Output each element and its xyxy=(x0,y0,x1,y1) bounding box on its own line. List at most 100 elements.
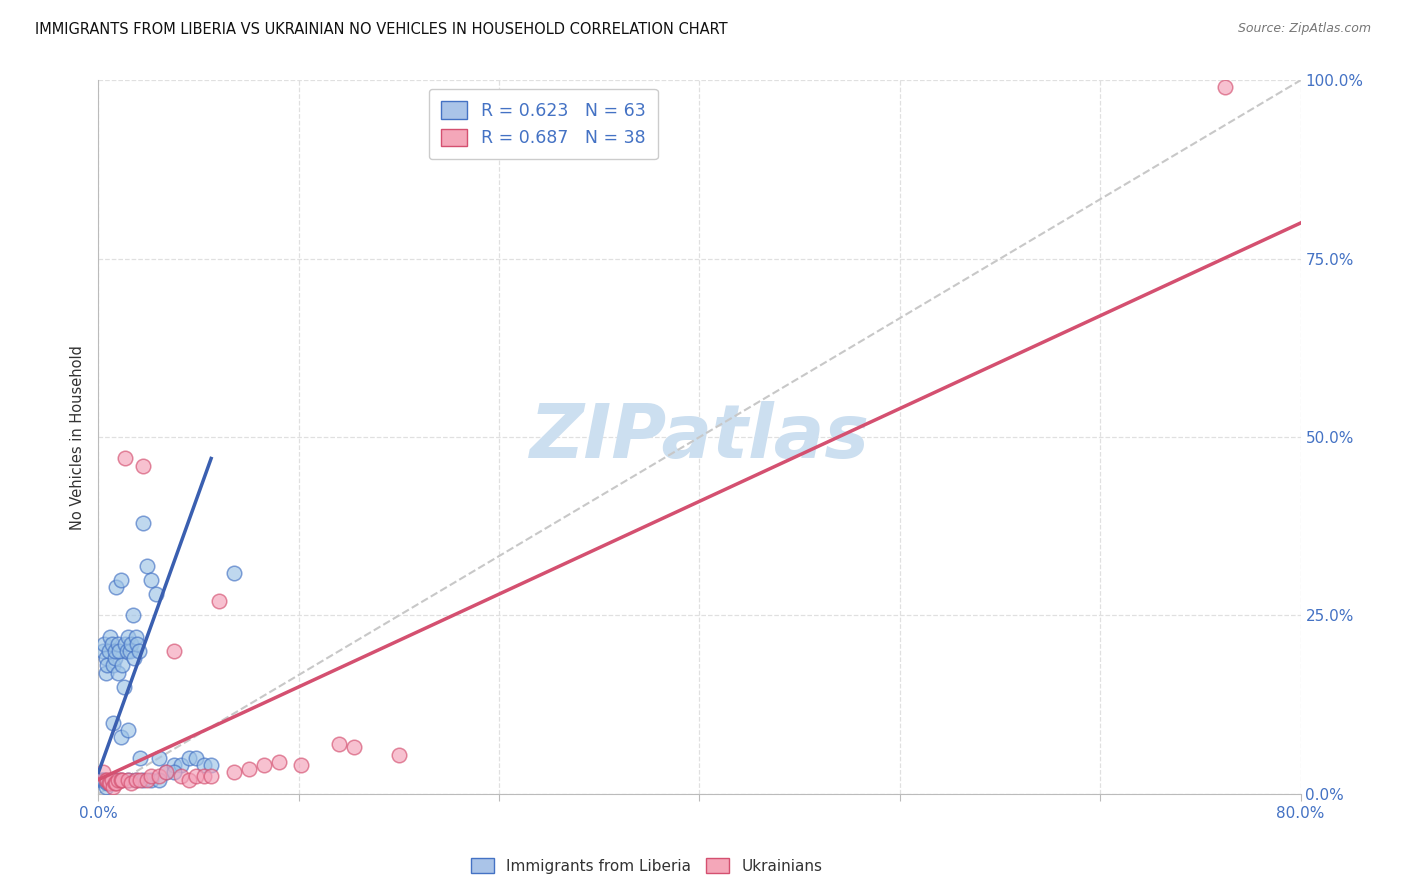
Point xyxy=(124,651,146,665)
Point xyxy=(148,751,170,765)
Point xyxy=(132,458,155,473)
Point xyxy=(170,769,193,783)
Point xyxy=(91,765,114,780)
Point xyxy=(96,772,118,787)
Point xyxy=(108,644,131,658)
Point xyxy=(110,573,132,587)
Point xyxy=(184,769,207,783)
Point xyxy=(103,780,125,794)
Point xyxy=(125,772,148,787)
Point xyxy=(97,776,120,790)
Point xyxy=(162,765,184,780)
Point xyxy=(127,637,149,651)
Point xyxy=(122,608,145,623)
Point xyxy=(94,780,117,794)
Point xyxy=(103,715,125,730)
Point xyxy=(94,772,117,787)
Point xyxy=(111,772,134,787)
Point xyxy=(128,644,150,658)
Point xyxy=(91,644,114,658)
Point xyxy=(90,772,112,787)
Point xyxy=(135,558,157,573)
Point xyxy=(114,451,136,466)
Point xyxy=(139,573,162,587)
Point xyxy=(97,776,120,790)
Point xyxy=(1215,80,1237,95)
Point xyxy=(94,665,117,680)
Point xyxy=(139,769,162,783)
Point xyxy=(110,772,132,787)
Point xyxy=(290,758,312,772)
Point xyxy=(129,751,152,765)
Point xyxy=(104,772,127,787)
Point xyxy=(328,737,350,751)
Point xyxy=(200,769,222,783)
Point xyxy=(101,772,124,787)
Point xyxy=(184,751,207,765)
Point xyxy=(115,644,138,658)
Point xyxy=(155,765,177,780)
Point xyxy=(96,658,118,673)
Point xyxy=(121,637,143,651)
Point xyxy=(101,772,124,787)
Point xyxy=(100,772,122,787)
Point xyxy=(114,637,136,651)
Point xyxy=(388,747,411,762)
Point xyxy=(148,769,170,783)
Point xyxy=(111,658,134,673)
Point xyxy=(135,772,157,787)
Point xyxy=(193,758,215,772)
Point xyxy=(148,772,170,787)
Point xyxy=(93,637,115,651)
Legend: R = 0.623   N = 63, R = 0.687   N = 38: R = 0.623 N = 63, R = 0.687 N = 38 xyxy=(429,89,658,160)
Point xyxy=(117,772,139,787)
Y-axis label: No Vehicles in Household: No Vehicles in Household xyxy=(70,344,86,530)
Point xyxy=(121,776,143,790)
Point xyxy=(103,772,125,787)
Point xyxy=(91,772,114,787)
Point xyxy=(125,630,148,644)
Point xyxy=(238,762,260,776)
Point xyxy=(222,566,245,580)
Legend: Immigrants from Liberia, Ukrainians: Immigrants from Liberia, Ukrainians xyxy=(465,852,828,880)
Text: IMMIGRANTS FROM LIBERIA VS UKRAINIAN NO VEHICLES IN HOUSEHOLD CORRELATION CHART: IMMIGRANTS FROM LIBERIA VS UKRAINIAN NO … xyxy=(35,22,728,37)
Point xyxy=(162,758,184,772)
Point xyxy=(193,769,215,783)
Point xyxy=(104,776,127,790)
Point xyxy=(103,658,125,673)
Point xyxy=(253,758,276,772)
Text: Source: ZipAtlas.com: Source: ZipAtlas.com xyxy=(1237,22,1371,36)
Point xyxy=(117,723,139,737)
Point xyxy=(100,630,122,644)
Point xyxy=(105,776,128,790)
Point xyxy=(112,680,135,694)
Point xyxy=(222,765,245,780)
Point xyxy=(107,665,129,680)
Point xyxy=(267,755,290,769)
Point xyxy=(132,516,155,530)
Point xyxy=(110,730,132,744)
Point xyxy=(93,772,115,787)
Point xyxy=(139,772,162,787)
Point xyxy=(97,644,120,658)
Point xyxy=(94,651,117,665)
Point xyxy=(145,587,167,601)
Point xyxy=(343,740,366,755)
Point xyxy=(200,758,222,772)
Point xyxy=(96,776,118,790)
Point xyxy=(107,637,129,651)
Point xyxy=(132,772,155,787)
Point xyxy=(177,772,200,787)
Point xyxy=(155,765,177,780)
Point xyxy=(110,772,132,787)
Point xyxy=(105,580,128,594)
Point xyxy=(104,644,127,658)
Point xyxy=(170,758,193,772)
Point xyxy=(117,772,139,787)
Point xyxy=(208,594,231,608)
Point xyxy=(107,772,129,787)
Point xyxy=(129,772,152,787)
Point xyxy=(125,772,148,787)
Point xyxy=(100,776,122,790)
Point xyxy=(118,644,141,658)
